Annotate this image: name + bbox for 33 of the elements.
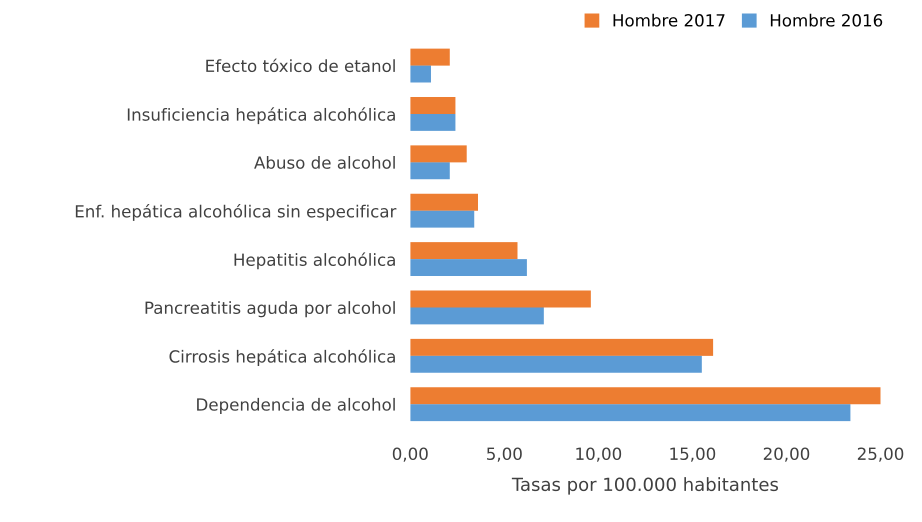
- bar: [410, 387, 881, 404]
- bar: [410, 48, 450, 66]
- bar: [410, 145, 467, 162]
- y-tick-label: Efecto tóxico de etanol: [206, 58, 395, 72]
- bar: [410, 404, 850, 422]
- bar: [410, 162, 450, 180]
- x-tick-label: 5,00: [487, 447, 522, 462]
- y-tick-label: Enf. hepática alcohólica sin especificar: [76, 204, 396, 221]
- x-axis-title: Tasas por 100.000 habitantes: [512, 477, 778, 495]
- bar: [410, 338, 714, 356]
- x-tick-label: 10,00: [576, 447, 622, 462]
- x-tick-label: 25,00: [858, 447, 904, 462]
- bar: [410, 259, 527, 276]
- y-tick-label: Pancreatitis aguda por alcohol: [146, 301, 395, 318]
- x-tick-label: 20,00: [764, 447, 810, 462]
- bar: [410, 210, 474, 228]
- x-tick-label: 0,00: [392, 447, 428, 462]
- bar: [410, 356, 702, 373]
- bar: [410, 242, 518, 260]
- bar: [410, 114, 456, 131]
- bar: [410, 290, 591, 308]
- bar: [410, 97, 456, 114]
- y-tick-label: Cirrosis hepática alcohólica: [169, 349, 395, 366]
- y-tick-label: Abuso de alcohol: [254, 156, 395, 169]
- y-tick-label: Hepatitis alcohólica: [234, 252, 395, 270]
- legend-label: Hombre 2017: [614, 14, 724, 27]
- y-tick-label: Dependencia de alcohol: [197, 398, 395, 414]
- legend-label: Hombre 2016: [770, 14, 882, 27]
- x-tick-label: 15,00: [670, 447, 716, 462]
- bar: [410, 194, 478, 211]
- y-tick-label: Insuficiencia hepática alcohólica: [128, 107, 395, 124]
- bar: [410, 307, 544, 324]
- bar: [410, 66, 431, 82]
